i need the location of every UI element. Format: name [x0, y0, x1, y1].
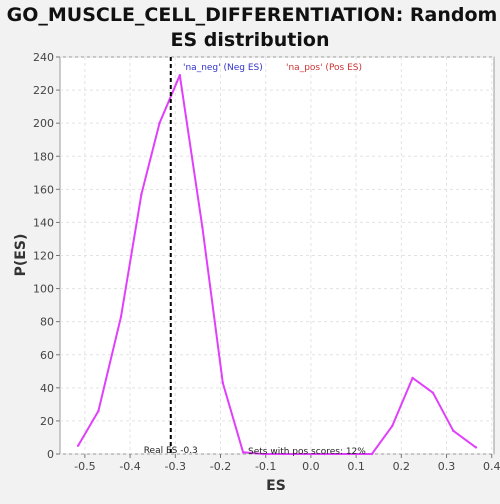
y-tick-label: 20 [40, 415, 54, 428]
x-tick-label: 0.4 [483, 460, 500, 473]
data-point [97, 409, 100, 413]
data-point [370, 452, 374, 456]
data-point [302, 452, 306, 456]
y-axis-ticks: 0 20 40 60 80 100 120 140 160 180 200 220 240 [33, 51, 60, 461]
legend-entry-neg: 'na_neg' (Neg ES) [183, 63, 263, 73]
es-distribution-line [77, 74, 477, 455]
data-point [221, 381, 224, 385]
data-point [262, 452, 265, 456]
real-es-label: Real ES -0.3 [144, 446, 198, 456]
x-tick-label: -0.3 [165, 460, 186, 473]
data-point [119, 315, 123, 318]
y-tick-label: 120 [33, 250, 54, 263]
chart-title-line-2: ES distribution [171, 29, 330, 51]
y-tick-label: 80 [40, 316, 54, 329]
x-tick-label: 0.0 [302, 460, 320, 473]
y-tick-label: 0 [47, 448, 54, 461]
y-tick-label: 180 [33, 150, 54, 163]
x-axis-title: ES [266, 478, 286, 494]
data-point [348, 452, 351, 456]
pos-scores-annotation: Sets with pos scores: 12% [248, 447, 366, 457]
y-axis-title: P(ES) [13, 234, 29, 277]
data-point [76, 444, 80, 447]
data-point [201, 226, 204, 229]
data-point [241, 451, 245, 454]
x-axis-ticks: -0.5 -0.4 -0.3 -0.2 -0.1 0.0 0.1 0.2 0.3 0.4 [74, 454, 500, 473]
real-es-group: Real ES -0.3 [144, 57, 198, 456]
x-tick-label: 0.3 [438, 460, 456, 473]
data-point [474, 446, 478, 449]
grid-lines [60, 56, 494, 455]
data-point [158, 121, 161, 125]
data-point [140, 193, 143, 196]
series-group [76, 73, 478, 456]
data-point [431, 391, 435, 394]
legend-entry-pos: 'na_pos' (Pos ES) [286, 63, 362, 73]
y-tick-label: 100 [33, 283, 54, 296]
data-point [411, 376, 414, 380]
data-point [178, 73, 182, 77]
data-point [282, 452, 285, 456]
x-tick-label: 0.1 [347, 460, 365, 473]
y-tick-label: 60 [40, 349, 54, 362]
y-tick-label: 160 [33, 183, 54, 196]
x-tick-label: -0.4 [119, 460, 140, 473]
y-tick-label: 200 [33, 117, 54, 130]
data-point [391, 424, 394, 428]
y-tick-label: 40 [40, 382, 54, 395]
x-tick-label: 0.2 [393, 460, 411, 473]
x-tick-label: -0.1 [255, 460, 276, 473]
chart-title-line-1: GO_MUSCLE_CELL_DIFFERENTIATION: Random [7, 4, 498, 26]
data-point [452, 429, 455, 433]
data-point [323, 452, 326, 456]
y-tick-label: 140 [33, 216, 54, 229]
y-tick-label: 240 [33, 51, 54, 64]
x-tick-label: -0.5 [74, 460, 95, 473]
x-tick-label: -0.2 [210, 460, 231, 473]
y-tick-label: 220 [33, 84, 54, 97]
